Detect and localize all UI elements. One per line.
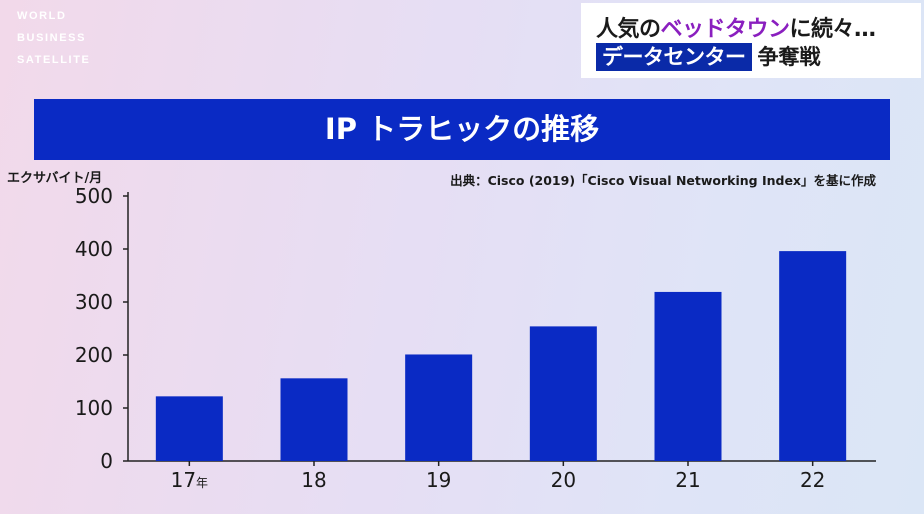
bar <box>779 251 847 461</box>
bar <box>155 396 223 461</box>
headline-caption: 人気のベッドタウンに続々… データセンター 争奪戦 <box>581 3 921 78</box>
y-tick-label: 100 <box>75 396 113 420</box>
headline-text: 争奪戦 <box>757 45 821 69</box>
watermark-line: WORLD <box>17 10 67 22</box>
y-axis-unit-label: エクサバイト/月 <box>7 171 103 186</box>
x-tick-label: 18 <box>301 468 326 492</box>
chart-title: IP トラヒックの推移 <box>34 99 890 160</box>
y-tick-label: 200 <box>75 343 113 367</box>
headline-accent-text: ベッドタウン <box>660 17 791 42</box>
x-tick-label: 21 <box>675 468 700 492</box>
headline-text: 人気の <box>596 17 661 42</box>
y-tick-label: 300 <box>75 290 113 314</box>
headline-line-1: 人気のベッドタウンに続々… <box>596 11 876 43</box>
bar <box>654 291 722 461</box>
bar <box>529 326 597 461</box>
y-tick-label: 400 <box>75 237 113 261</box>
x-tick-label: 17年 <box>171 468 208 492</box>
y-tick-label: 0 <box>100 449 113 473</box>
x-tick-suffix: 年 <box>196 476 208 490</box>
watermark-line: BUSINESS <box>17 32 87 44</box>
headline-text: に続々… <box>789 17 877 42</box>
x-tick-label: 22 <box>800 468 825 492</box>
source-note: 出典：Cisco (2019)「Cisco Visual Networking … <box>450 173 876 188</box>
watermark-logo: WORLD BUSINESS SATELLITE <box>17 5 90 71</box>
watermark-line: SATELLITE <box>17 54 91 66</box>
y-tick-label: 500 <box>75 184 113 208</box>
headline-tag: データセンター <box>596 43 752 71</box>
bar <box>405 354 473 461</box>
x-tick-label: 19 <box>426 468 451 492</box>
headline-line-2: データセンター 争奪戦 <box>596 43 821 71</box>
x-tick-label: 20 <box>551 468 576 492</box>
bar <box>280 378 348 461</box>
